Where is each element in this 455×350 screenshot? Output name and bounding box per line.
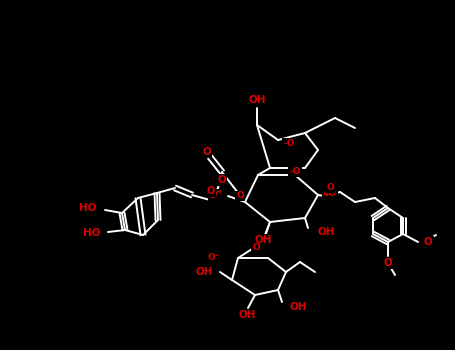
Text: -O: -O <box>283 139 295 147</box>
Text: Oᴴ: Oᴴ <box>209 190 222 200</box>
Text: OH: OH <box>248 95 266 105</box>
Text: OH: OH <box>290 302 308 312</box>
Text: O: O <box>207 186 215 196</box>
Text: OH: OH <box>238 310 256 320</box>
Text: O: O <box>236 191 244 201</box>
Text: OH: OH <box>196 267 213 277</box>
Text: O: O <box>217 175 227 185</box>
Text: O: O <box>326 183 334 192</box>
Text: O: O <box>384 258 392 268</box>
Text: HO: HO <box>82 228 100 238</box>
Text: OH: OH <box>318 227 335 237</box>
Text: O: O <box>252 244 260 252</box>
Text: O: O <box>424 237 433 247</box>
Text: O⁻: O⁻ <box>207 253 220 262</box>
Text: HO: HO <box>80 203 97 213</box>
Text: 4O: 4O <box>323 189 337 197</box>
Text: OH: OH <box>254 235 272 245</box>
Text: O: O <box>202 147 212 157</box>
Text: -O: -O <box>289 168 301 176</box>
